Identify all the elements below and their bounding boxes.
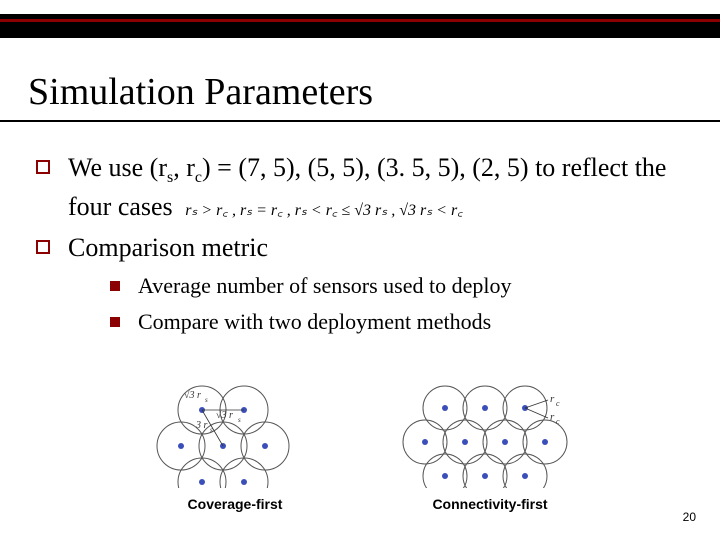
svg-text:s: s (210, 426, 213, 434)
svg-text:s: s (238, 416, 241, 424)
sub-bullet-1: Average number of sensors used to deploy (110, 271, 696, 301)
diagram-coverage-first: √3 rs 3 rs √3 rs Coverage-first (150, 380, 320, 512)
inline-formula: rₛ > r꜀ , rₛ = r꜀ , rₛ < r꜀ ≤ √3 rₛ , √3… (185, 202, 463, 219)
hollow-square-bullet-icon (36, 240, 50, 254)
content-area: We use (rs, rc) = (7, 5), (5, 5), (3. 5,… (36, 150, 696, 342)
svg-text:√3 r: √3 r (216, 410, 233, 421)
slide-title: Simulation Parameters (28, 70, 373, 114)
title-underline (0, 120, 720, 122)
solid-square-bullet-icon (110, 317, 120, 327)
coverage-first-svg: √3 rs 3 rs √3 rs (150, 380, 320, 490)
svg-text:s: s (205, 396, 208, 404)
svg-text:r: r (550, 411, 555, 423)
diagram-connectivity-first: rc rc Connectivity-first (400, 380, 580, 512)
svg-text:c: c (556, 417, 560, 426)
svg-text:3 r: 3 r (195, 420, 208, 431)
svg-text:r: r (550, 393, 555, 405)
diagram-row: √3 rs 3 rs √3 rs Coverage-first (150, 380, 580, 512)
subscript-c: c (195, 169, 202, 186)
bullet-1-fragment-1: We use (r (68, 153, 167, 182)
bullet-1-fragment-2: , r (173, 153, 195, 182)
top-black-band (0, 14, 720, 38)
bullet-item-2: Comparison metric (36, 230, 696, 265)
top-red-line (0, 19, 720, 22)
svg-text:c: c (556, 399, 560, 408)
bullet-item-1: We use (rs, rc) = (7, 5), (5, 5), (3. 5,… (36, 150, 696, 224)
sub-bullet-list: Average number of sensors used to deploy… (110, 271, 696, 336)
sub-bullet-2-text: Compare with two deployment methods (138, 307, 491, 337)
bullet-2-text: Comparison metric (68, 230, 696, 265)
hollow-square-bullet-icon (36, 160, 50, 174)
sub-bullet-1-text: Average number of sensors used to deploy (138, 271, 512, 301)
svg-text:√3 r: √3 r (184, 390, 201, 401)
page-number: 20 (683, 510, 696, 524)
sub-bullet-2: Compare with two deployment methods (110, 307, 696, 337)
connectivity-first-caption: Connectivity-first (432, 496, 547, 512)
solid-square-bullet-icon (110, 281, 120, 291)
bullet-1-text: We use (rs, rc) = (7, 5), (5, 5), (3. 5,… (68, 150, 696, 224)
connectivity-first-svg: rc rc (400, 380, 580, 490)
coverage-first-caption: Coverage-first (188, 496, 283, 512)
